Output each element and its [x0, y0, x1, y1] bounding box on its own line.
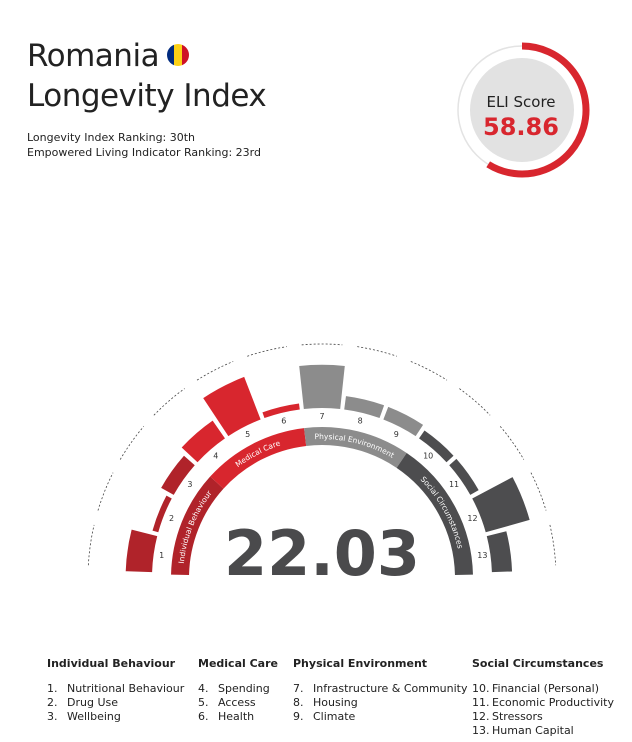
legend-individual-behaviour: Individual Behaviour 1. Nutritional Behav…	[47, 657, 184, 724]
bar-4	[181, 420, 225, 463]
romania-flag-icon	[167, 43, 190, 66]
legend-item: 9. Climate	[293, 710, 356, 723]
bar-9	[383, 406, 424, 437]
bar-3	[161, 455, 195, 495]
tick-label-6: 6	[281, 417, 286, 426]
bar-8	[344, 396, 385, 419]
legend-item: 4. Spending	[198, 682, 270, 695]
eli-gauge-arc	[486, 42, 590, 178]
bar-11	[449, 458, 479, 495]
bar-12	[472, 477, 530, 533]
country-label: Romania	[27, 38, 160, 74]
tick-label-8: 8	[358, 417, 363, 426]
legend-social-circumstances: Social Circumstances 10. Financial (Perso…	[472, 657, 614, 738]
legend-title: Medical Care	[198, 657, 278, 670]
legend-item: 10. Financial (Personal)	[472, 682, 600, 695]
guide-4	[153, 388, 185, 416]
legend-item: 3. Wellbeing	[47, 710, 121, 723]
tick-label-13: 13	[477, 551, 487, 560]
guide-11	[499, 426, 525, 460]
tick-label-7: 7	[319, 412, 324, 421]
flag-stripe-yellow	[174, 43, 182, 66]
guide-13	[549, 524, 557, 566]
eli-gauge-disc	[470, 58, 574, 162]
legend-item: 6. Health	[198, 710, 255, 723]
page-title: Longevity Index	[27, 78, 267, 114]
flag-stripe-blue	[167, 43, 175, 66]
legend-item: 7. Infrastructure & Community	[293, 682, 468, 695]
legend-physical-environment: Physical Environment 7. Infrastructure & …	[293, 657, 468, 724]
bar-2	[152, 495, 172, 533]
group-arc-1	[210, 428, 307, 489]
legend-item: 5. Access	[198, 696, 256, 709]
guide-5	[196, 361, 234, 381]
legend-item: 8. Housing	[293, 696, 358, 709]
guide-3	[119, 426, 145, 460]
legend-item: 12. Stressors	[472, 710, 543, 723]
bar-10	[419, 430, 454, 463]
eli-value: 58.86	[483, 113, 559, 141]
legend-item: 1. Nutritional Behaviour	[47, 682, 185, 695]
legend-item: 11. Economic Productivity	[472, 696, 614, 709]
eli-score-gauge	[457, 42, 590, 178]
bar-5	[203, 376, 261, 437]
guide-6	[247, 346, 287, 357]
bar-6	[262, 403, 300, 419]
group-arc-2	[304, 427, 407, 468]
bar-1	[125, 529, 158, 573]
guide-12	[530, 472, 547, 511]
longevity-ranking: Longevity Index Ranking: 30th	[27, 131, 196, 144]
country-name: Romania	[27, 38, 190, 74]
guide-8	[357, 346, 397, 357]
tick-label-5: 5	[245, 430, 250, 439]
tick-label-10: 10	[423, 452, 433, 461]
legend-item: 2. Drug Use	[47, 696, 118, 709]
guide-9	[410, 361, 448, 381]
tick-label-3: 3	[187, 480, 192, 489]
guide-2	[97, 472, 114, 511]
legend-title: Individual Behaviour	[47, 657, 176, 670]
center-score: 22.03	[224, 517, 420, 590]
legend-title: Physical Environment	[293, 657, 428, 670]
tick-label-1: 1	[159, 551, 164, 560]
legend-item: 13. Human Capital	[472, 724, 574, 737]
tick-label-4: 4	[213, 452, 218, 461]
eli-score-box: ELI Score 58.86	[452, 93, 590, 141]
tick-label-11: 11	[449, 480, 459, 489]
group-arc-3	[396, 452, 473, 576]
group-arc-0	[171, 476, 224, 576]
legend-medical-care: Medical Care 4. Spending 5. Access 6. Healt…	[198, 657, 278, 724]
empowered-ranking: Empowered Living Indicator Ranking: 23rd	[27, 146, 261, 159]
tick-label-12: 12	[467, 514, 477, 523]
bar-13	[486, 531, 513, 573]
legend-title: Social Circumstances	[472, 657, 604, 670]
flag-stripe-red	[181, 43, 190, 66]
bar-7	[299, 364, 345, 409]
guide-10	[459, 388, 491, 416]
guide-7	[301, 343, 343, 346]
guide-1	[87, 524, 95, 566]
tick-label-2: 2	[169, 514, 174, 523]
tick-label-9: 9	[394, 430, 399, 439]
eli-label: ELI Score	[486, 93, 556, 111]
